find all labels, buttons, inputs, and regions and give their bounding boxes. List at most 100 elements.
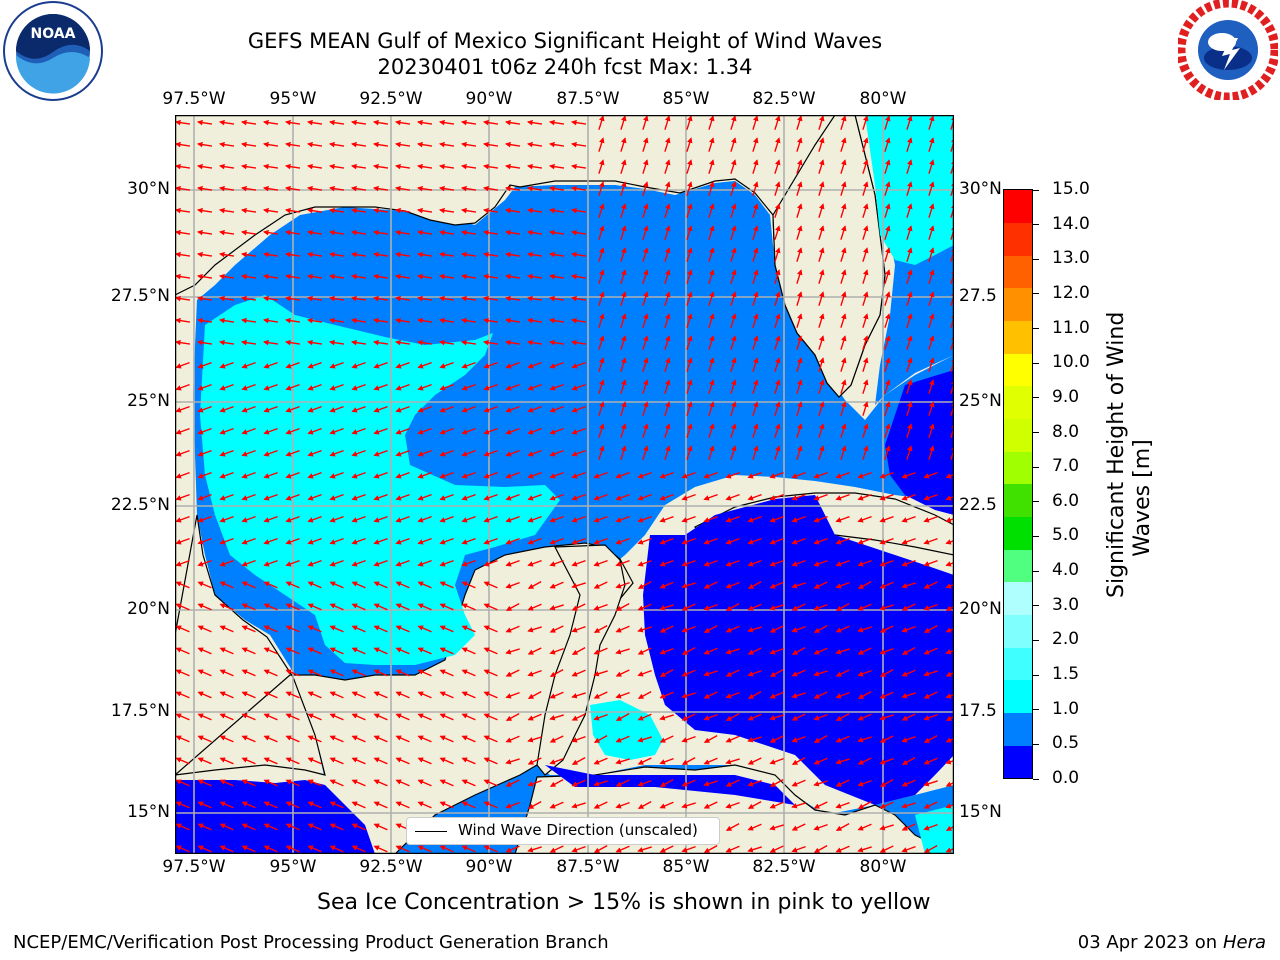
wave-direction-arrow [730, 247, 737, 262]
wave-direction-arrow [730, 335, 737, 350]
wave-direction-arrow [796, 203, 803, 218]
wave-direction-arrow [769, 493, 784, 501]
wave-direction-arrow [703, 713, 718, 721]
wave-direction-arrow [752, 445, 759, 460]
wave-direction-arrow [708, 203, 715, 218]
wave-direction-arrow [372, 163, 389, 170]
wave-direction-arrow [504, 207, 521, 214]
wave-direction-arrow [620, 115, 627, 130]
wave-direction-arrow [813, 515, 828, 523]
wave-direction-arrow [813, 670, 828, 677]
colorbar-tick-mark [1033, 605, 1039, 607]
wave-direction-arrow [686, 335, 693, 350]
wave-direction-arrow [438, 317, 455, 324]
wave-direction-arrow [395, 493, 410, 501]
wave-direction-arrow [549, 471, 564, 479]
wave-direction-arrow [373, 691, 388, 699]
wave-direction-arrow [769, 647, 784, 655]
wave-direction-arrow [664, 225, 671, 240]
wave-direction-arrow [857, 647, 872, 655]
wave-direction-arrow [857, 537, 872, 545]
wave-direction-arrow [664, 313, 671, 328]
wave-direction-arrow [241, 471, 256, 479]
wave-direction-arrow [175, 647, 190, 655]
wave-direction-arrow [615, 625, 630, 633]
wave-direction-arrow [879, 581, 894, 589]
wave-direction-arrow [549, 691, 564, 699]
wave-direction-arrow [884, 269, 891, 284]
wave-direction-arrow [835, 735, 850, 743]
wave-direction-arrow [747, 669, 762, 677]
wave-direction-arrow [395, 757, 410, 765]
wave-direction-arrow [884, 335, 891, 350]
wave-direction-arrow [570, 317, 587, 324]
wave-direction-arrow [329, 449, 344, 457]
wave-direction-arrow [175, 119, 191, 126]
wave-direction-arrow [218, 207, 235, 214]
wave-direction-arrow [791, 493, 806, 501]
wave-direction-arrow [285, 713, 300, 721]
wave-direction-arrow [637, 493, 652, 501]
wave-direction-arrow [857, 559, 872, 567]
wave-direction-arrow [285, 383, 300, 391]
wave-direction-arrow [328, 141, 345, 148]
wave-direction-arrow [284, 185, 301, 192]
colorbar-tick-label: 0.0 [1052, 768, 1080, 788]
wave-direction-arrow [549, 361, 564, 369]
wave-direction-arrow [571, 625, 586, 633]
wave-direction-arrow [928, 137, 935, 152]
wave-direction-arrow [263, 691, 278, 699]
wave-direction-arrow [218, 163, 235, 170]
wave-direction-arrow [857, 757, 872, 765]
wave-direction-arrow [571, 559, 586, 567]
wave-direction-arrow [548, 317, 565, 324]
wave-direction-arrow [483, 405, 498, 413]
wave-direction-arrow [460, 317, 477, 324]
wave-direction-arrow [482, 141, 499, 148]
wave-direction-arrow [906, 357, 913, 372]
wave-direction-arrow [901, 757, 916, 765]
wave-direction-arrow [857, 713, 872, 721]
wave-direction-arrow [862, 203, 869, 218]
wave-direction-arrow [730, 203, 737, 218]
wave-direction-arrow [372, 229, 389, 236]
wave-direction-arrow [395, 603, 410, 611]
wave-direction-arrow [175, 537, 190, 545]
wave-direction-arrow [879, 757, 894, 765]
wave-direction-arrow [818, 379, 825, 394]
wave-direction-arrow [218, 317, 235, 324]
wave-direction-arrow [664, 335, 671, 350]
wave-direction-arrow [505, 427, 520, 435]
wave-direction-arrow [351, 757, 366, 765]
lat-tick-label-left: 15°N [127, 802, 170, 822]
national-weather-service-logo [1176, 0, 1280, 102]
wave-direction-arrow [482, 229, 499, 236]
wave-direction-arrow [664, 401, 671, 416]
wave-direction-arrow [373, 493, 388, 501]
wave-direction-arrow [373, 647, 388, 655]
wave-direction-arrow [285, 757, 300, 765]
wave-direction-arrow [197, 647, 212, 655]
wave-direction-arrow [505, 559, 520, 567]
wave-direction-arrow [394, 163, 411, 170]
wave-direction-arrow [549, 669, 564, 677]
wave-direction-arrow [263, 471, 278, 479]
wave-direction-arrow [461, 361, 476, 369]
wave-direction-arrow [906, 269, 913, 284]
wave-direction-arrow [307, 735, 322, 743]
wave-direction-arrow [526, 273, 543, 280]
wave-direction-arrow [620, 137, 627, 152]
wave-direction-arrow [598, 269, 605, 284]
wave-direction-arrow [774, 379, 781, 394]
wave-direction-arrow [460, 163, 477, 170]
wave-direction-arrow [439, 713, 454, 721]
wave-direction-arrow [774, 335, 781, 350]
wave-direction-arrow [175, 735, 190, 743]
colorbar-tick-label: 1.5 [1052, 664, 1080, 685]
wave-direction-arrow [593, 735, 608, 743]
wave-direction-arrow [549, 625, 564, 633]
wave-direction-arrow [505, 515, 520, 523]
wave-direction-arrow [483, 515, 498, 523]
wave-direction-arrow [642, 445, 649, 460]
wave-direction-arrow [395, 669, 410, 677]
